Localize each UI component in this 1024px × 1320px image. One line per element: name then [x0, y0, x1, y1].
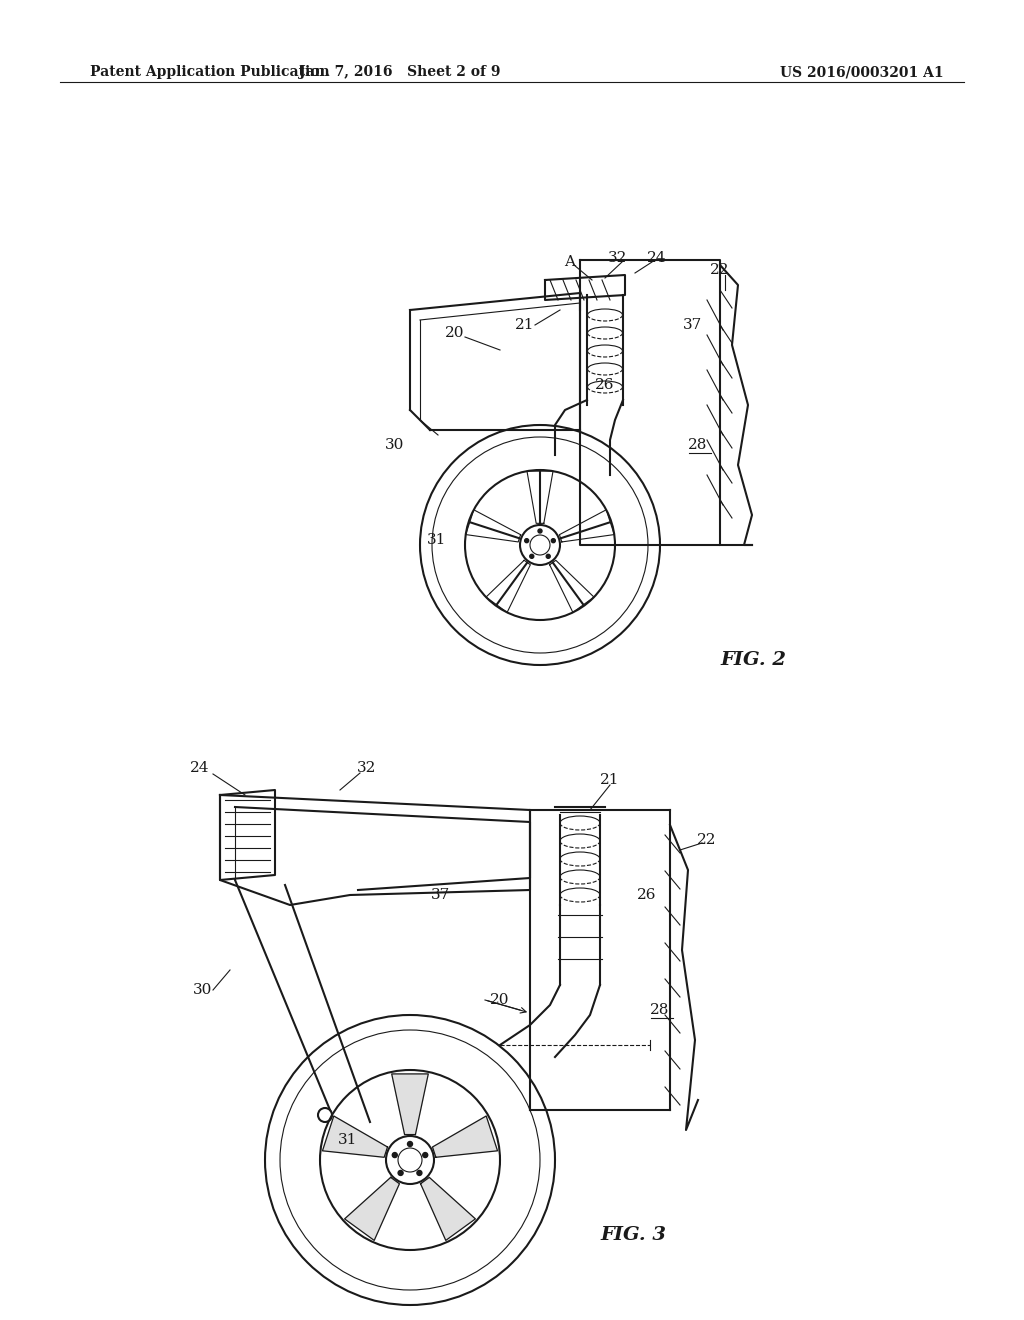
Circle shape — [524, 539, 528, 543]
Text: 32: 32 — [357, 762, 377, 775]
Circle shape — [538, 529, 542, 533]
Text: 28: 28 — [688, 438, 708, 451]
Text: 21: 21 — [515, 318, 535, 333]
Text: Jan. 7, 2016   Sheet 2 of 9: Jan. 7, 2016 Sheet 2 of 9 — [299, 65, 501, 79]
Circle shape — [546, 554, 550, 558]
Circle shape — [551, 539, 555, 543]
Circle shape — [398, 1171, 403, 1175]
Text: 30: 30 — [194, 983, 213, 997]
Text: 26: 26 — [637, 888, 656, 902]
Polygon shape — [323, 1115, 387, 1158]
Text: 37: 37 — [430, 888, 450, 902]
Polygon shape — [345, 1177, 399, 1241]
Text: FIG. 3: FIG. 3 — [600, 1226, 666, 1243]
Text: 24: 24 — [190, 762, 210, 775]
Text: US 2016/0003201 A1: US 2016/0003201 A1 — [780, 65, 944, 79]
Text: 26: 26 — [595, 378, 614, 392]
Text: 20: 20 — [490, 993, 510, 1007]
Polygon shape — [432, 1115, 498, 1158]
Text: 32: 32 — [608, 251, 628, 265]
Text: Patent Application Publication: Patent Application Publication — [90, 65, 330, 79]
Text: 24: 24 — [647, 251, 667, 265]
Text: 20: 20 — [445, 326, 465, 341]
Text: 28: 28 — [650, 1003, 670, 1016]
Circle shape — [423, 1152, 428, 1158]
Text: 22: 22 — [711, 263, 730, 277]
Text: A: A — [564, 255, 575, 269]
Text: 21: 21 — [600, 774, 620, 787]
Circle shape — [417, 1171, 422, 1175]
Text: 31: 31 — [427, 533, 446, 546]
Text: 31: 31 — [338, 1133, 357, 1147]
Circle shape — [529, 554, 534, 558]
Polygon shape — [421, 1177, 475, 1241]
Text: 37: 37 — [683, 318, 702, 333]
Text: 30: 30 — [385, 438, 404, 451]
Polygon shape — [392, 1074, 428, 1135]
Circle shape — [392, 1152, 397, 1158]
Text: FIG. 2: FIG. 2 — [720, 651, 786, 669]
Text: 22: 22 — [697, 833, 717, 847]
Circle shape — [408, 1142, 413, 1147]
